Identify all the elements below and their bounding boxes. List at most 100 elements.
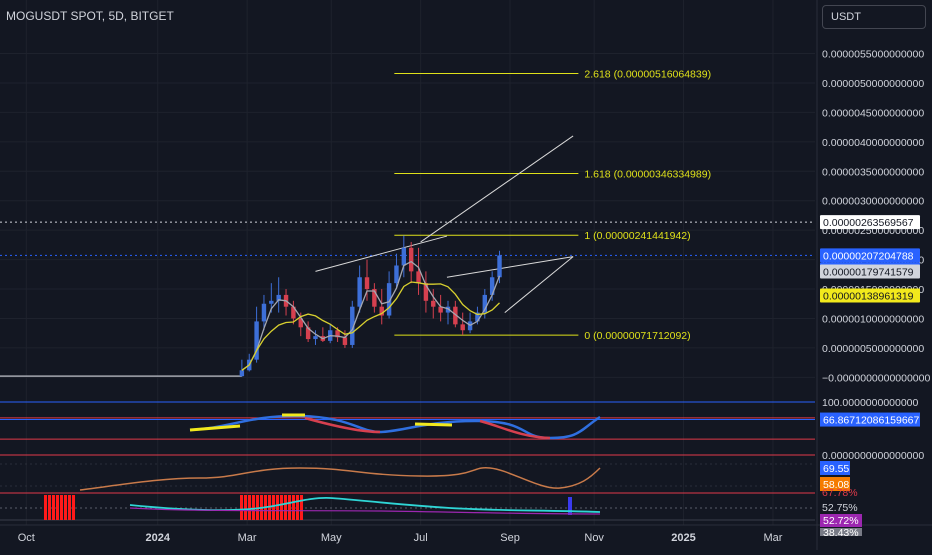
candle-body [239, 370, 245, 377]
candle-body [489, 277, 495, 295]
candle-body [460, 324, 465, 331]
price-label-box [820, 288, 920, 303]
y-tick-label: 0.0000035000000000 [822, 166, 924, 178]
trendline [315, 235, 448, 272]
main-price-pane[interactable]: 2.618 (0.00000516064839) 1.618 (0.0000034… [0, 69, 815, 377]
fib-level-label: 1.618 (0.00000346334989) [584, 168, 711, 180]
candle-body [269, 300, 274, 304]
candle-body [357, 277, 362, 307]
x-tick-label: Mar [763, 532, 782, 544]
price-label-text: 0.00000179741579 [823, 267, 914, 279]
candle-body [372, 289, 377, 307]
oscillator-pane-3[interactable]: 67.78% 52.75%52.72%38.43% [0, 487, 862, 539]
histogram-bar [60, 495, 63, 520]
price-label-text: 0.00000138961319 [823, 291, 914, 303]
candle-body [364, 277, 370, 290]
candle-body [497, 255, 502, 278]
candle-body [276, 294, 281, 301]
histogram-bar [276, 495, 279, 520]
candle-body [482, 294, 488, 313]
histogram-bar [300, 495, 303, 520]
histogram-bar [56, 495, 59, 520]
y-tick-label: −0.0000000000000000 [822, 372, 930, 384]
candle-body [342, 337, 348, 345]
price-label-box [820, 215, 920, 230]
candle-body [254, 321, 259, 360]
candle-body [291, 306, 296, 319]
histogram-bar [68, 495, 71, 520]
oscillator-value-label: 69.55 [823, 463, 849, 475]
histogram-bar [284, 495, 287, 520]
oscillator-value-label: 52.72% [823, 515, 859, 527]
y-tick-label: 0.0000030000000000 [822, 196, 924, 208]
histogram-bar [244, 495, 247, 520]
oscillator-value-label: 58.08 [823, 479, 849, 491]
oscillator-highlight [414, 422, 453, 427]
moving-average-short [241, 260, 501, 371]
trendline [504, 256, 574, 313]
oscillator-value-label: 52.75% [822, 502, 858, 514]
candle-body [386, 283, 392, 316]
currency-button[interactable]: USDT [822, 5, 926, 29]
x-tick-label: 2024 [145, 532, 170, 544]
candle-body [313, 336, 318, 340]
candle-body [379, 306, 384, 316]
candle-body [431, 300, 436, 307]
price-label-box [820, 264, 920, 279]
histogram-bar [268, 495, 271, 520]
y-tick-label: 0.0000005000000000 [822, 343, 924, 355]
fib-level-label: 2.618 (0.00000516064839) [584, 69, 711, 81]
candle-body [438, 306, 443, 313]
candle-body [453, 306, 458, 325]
oscillator-highlight [189, 424, 241, 432]
histogram-bar [72, 495, 75, 520]
y-tick-label: 0.0000050000000000 [822, 78, 924, 90]
x-tick-label: Mar [238, 532, 257, 544]
x-tick-label: Jul [414, 532, 428, 544]
x-tick-label: Oct [18, 532, 35, 544]
candle-body [475, 312, 480, 322]
candle-body [350, 306, 355, 345]
y-tick-label: 0.0000040000000000 [822, 137, 924, 149]
histogram-bar [52, 495, 55, 520]
candle-body [298, 318, 303, 328]
histogram-bar [48, 495, 51, 520]
candle-body [261, 303, 267, 322]
y-tick-label: 0.0000055000000000 [822, 49, 924, 61]
x-tick-label: 2025 [671, 532, 695, 544]
oscillator-value-box [820, 412, 920, 427]
moving-average-long [241, 281, 500, 371]
candle-body [305, 327, 311, 340]
histogram-bar [280, 495, 283, 520]
oscillator-value-label: 66.86712086159667 [823, 415, 920, 427]
oscillator-pane-2[interactable]: 69.55 58.08 [0, 461, 850, 491]
candle-body [394, 265, 399, 284]
oscillator-value-label: 38.43% [823, 527, 859, 539]
histogram-bar [252, 495, 255, 520]
histogram-bar [64, 495, 67, 520]
candle-body [401, 247, 407, 266]
y-tick-label: 0.0000045000000000 [822, 107, 924, 119]
symbol-title: MOGUSDT SPOT, 5D, BITGET [6, 9, 174, 23]
x-tick-label: Nov [584, 532, 604, 544]
time-axis[interactable]: Oct 2024 Mar May Jul Sep Nov 2025 Mar [18, 532, 783, 544]
histogram-bar [292, 495, 295, 520]
candle-body [335, 330, 340, 338]
oscillator-value-box [820, 514, 862, 527]
candle-body [423, 283, 429, 301]
oscillator-value-label: 0.0000000000000000 [822, 450, 924, 462]
histogram-bar [272, 495, 275, 520]
price-label-box [820, 248, 920, 263]
price-label-text: 0.00000263569567 [823, 217, 914, 229]
oscillator-value-label: 100.0000000000000 [822, 397, 919, 409]
histogram-bar [44, 495, 47, 520]
oscillator-pane-1[interactable]: 100.0000000000000 66.86712086159667 0.0000… [0, 397, 924, 462]
histogram-bar [248, 495, 251, 520]
candle-body [408, 247, 414, 272]
y-tick-label: 0.0000010000000000 [822, 313, 924, 325]
trendline [446, 256, 574, 278]
